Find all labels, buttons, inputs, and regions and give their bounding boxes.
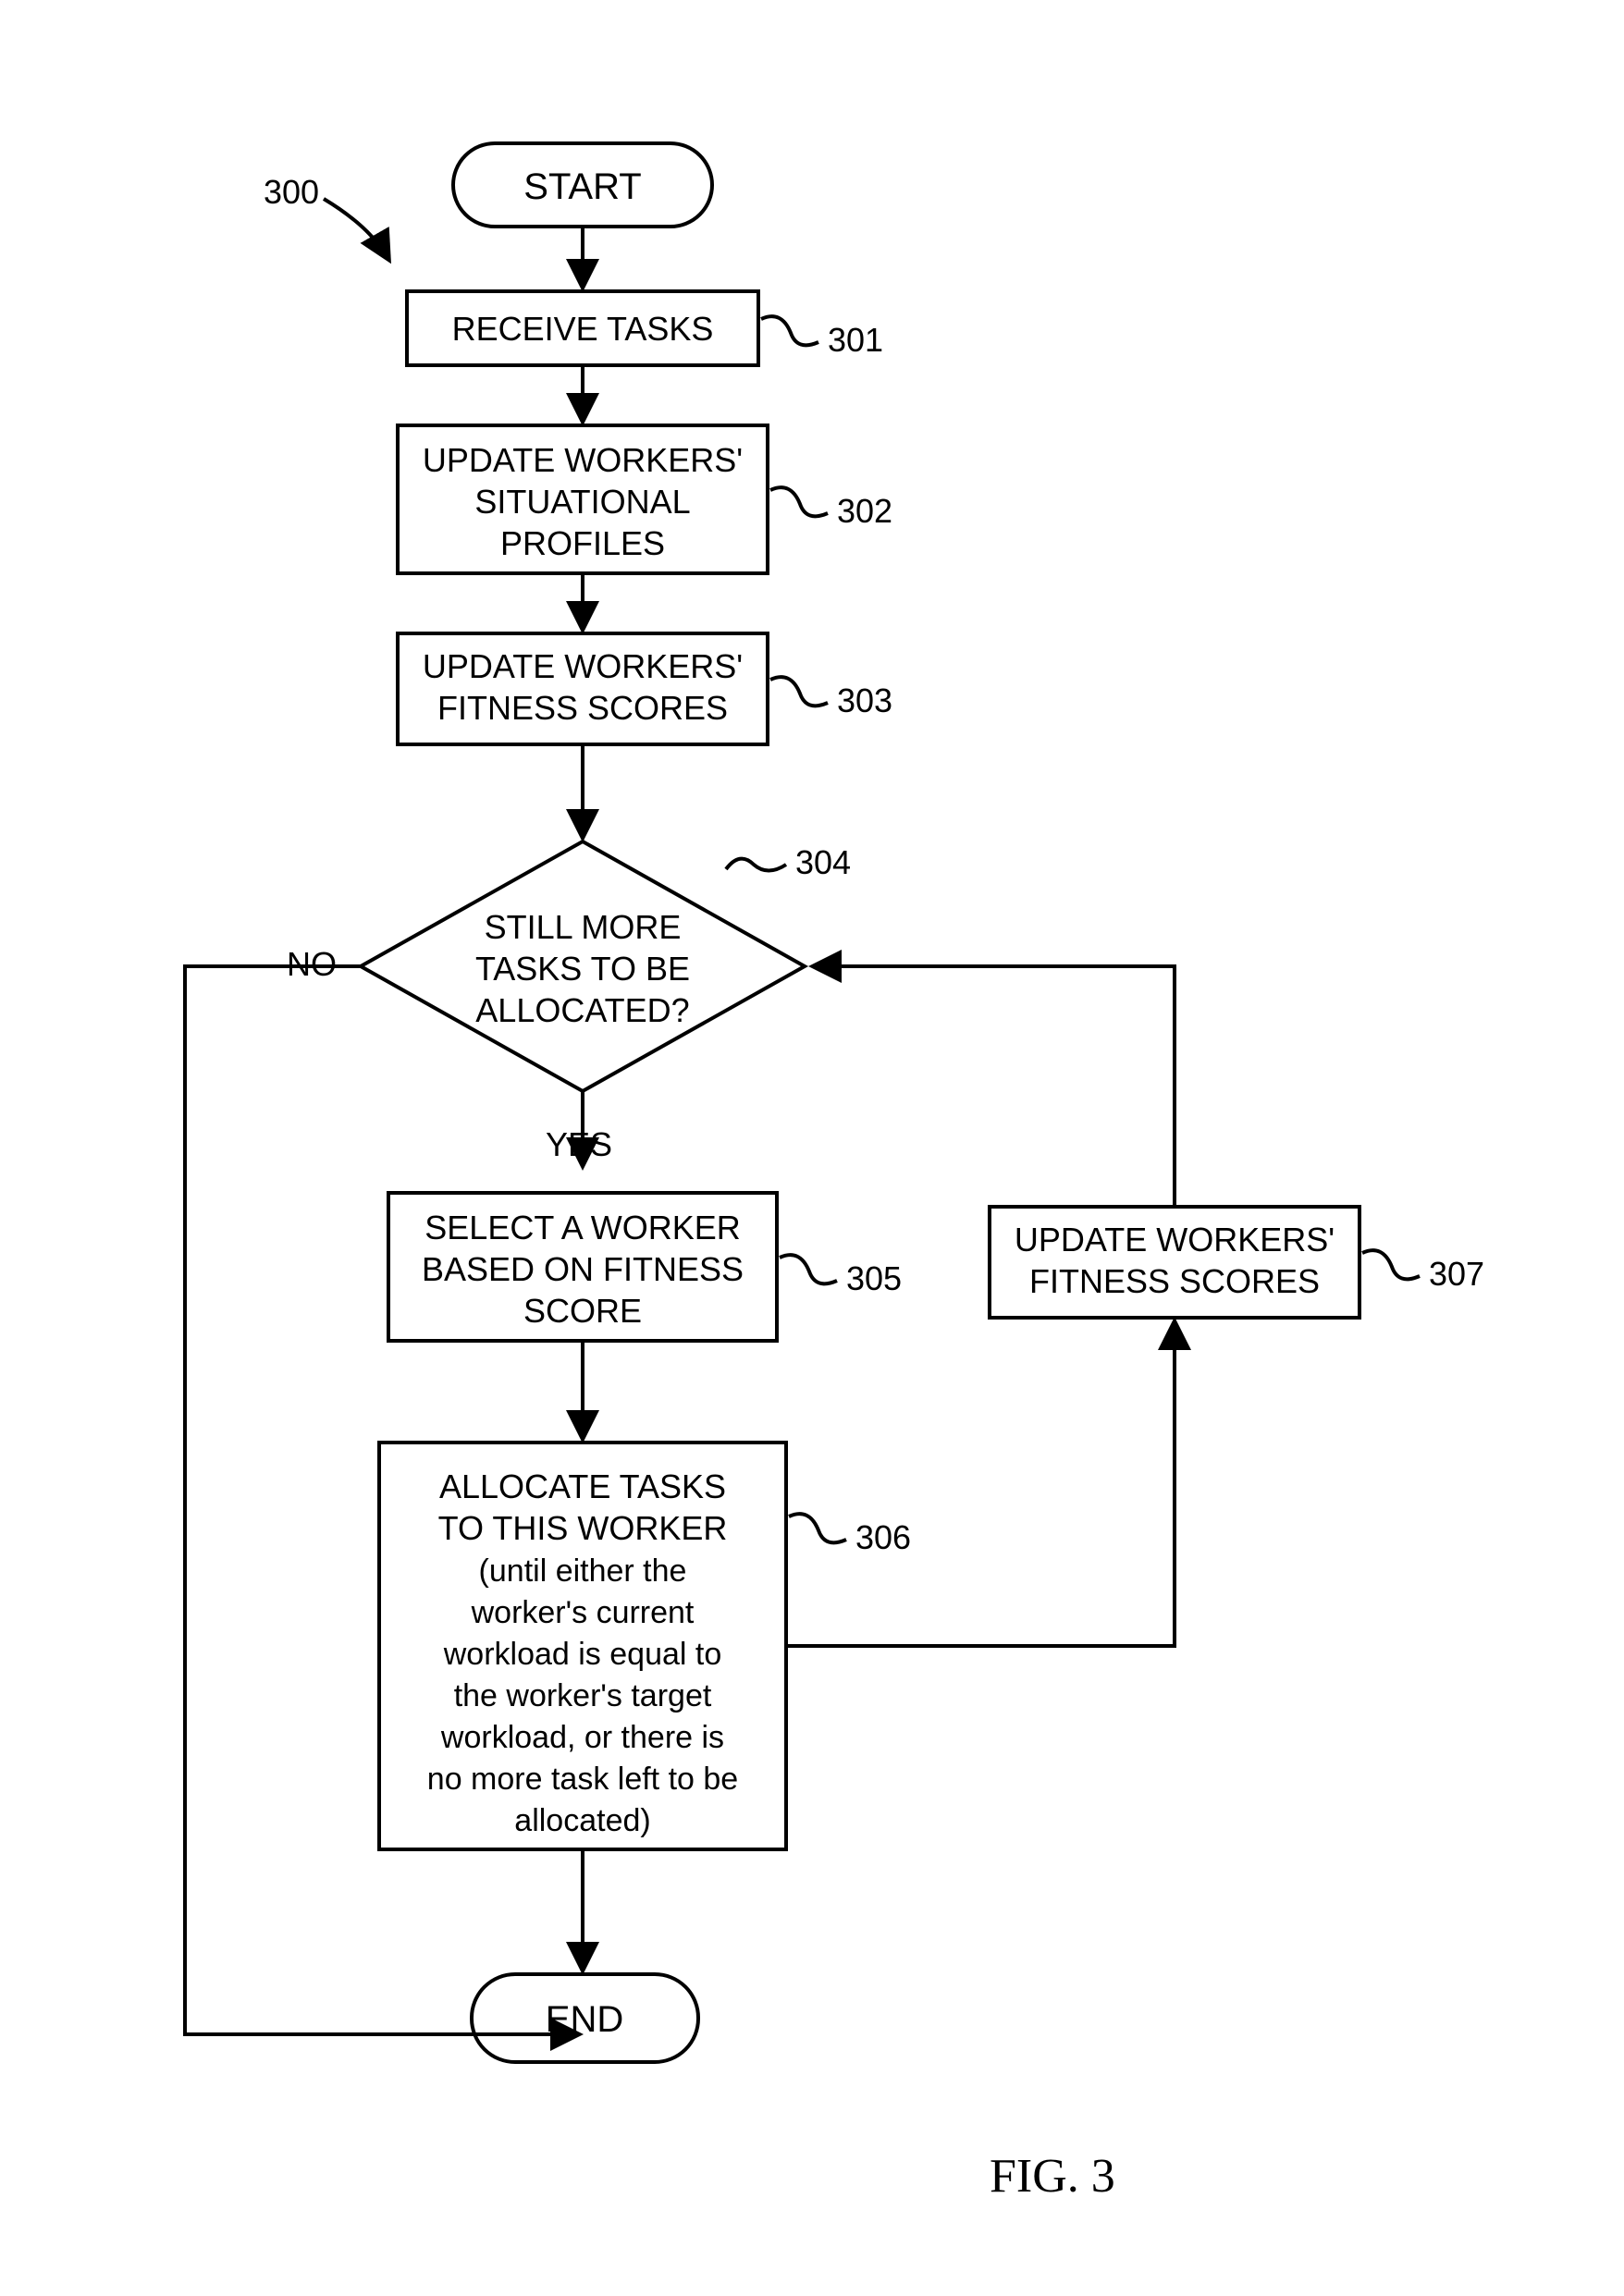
ref-302-label: 302	[837, 492, 892, 530]
ref-305-label: 305	[846, 1259, 902, 1297]
ref-303-label: 303	[837, 681, 892, 719]
step-302-l2: SITUATIONAL	[474, 483, 690, 521]
start-text: START	[523, 166, 641, 207]
step-303-l2: FITNESS SCORES	[437, 689, 728, 727]
step-307-l2: FITNESS SCORES	[1029, 1262, 1320, 1300]
step-301-text: RECEIVE TASKS	[452, 310, 714, 348]
ref-304-connector	[726, 859, 786, 871]
dec-304-l2: TASKS TO BE	[475, 950, 690, 988]
step-306-l7: workload, or there is	[440, 1720, 724, 1755]
ref-305-connector	[780, 1255, 837, 1283]
ref-306-connector	[789, 1514, 846, 1542]
step-306-l3: (until either the	[479, 1553, 687, 1589]
ref-306-label: 306	[855, 1518, 911, 1556]
ref-302-connector	[770, 487, 828, 516]
step-306-l5: workload is equal to	[443, 1637, 722, 1672]
ref-304-label: 304	[795, 843, 851, 881]
step-302-l3: PROFILES	[500, 524, 665, 562]
arrow-307-304	[814, 966, 1175, 1207]
step-305-l3: SCORE	[523, 1292, 642, 1330]
ref-303-connector	[770, 677, 828, 706]
step-305-l1: SELECT A WORKER	[424, 1209, 740, 1246]
ref-301-label: 301	[828, 321, 883, 359]
ref-307-label: 307	[1429, 1255, 1484, 1293]
end-text: END	[546, 1999, 623, 2040]
step-306-l8: no more task left to be	[427, 1762, 738, 1797]
figure-ref-arrow	[324, 199, 388, 259]
no-label: NO	[287, 945, 337, 983]
step-306-l9: allocated)	[514, 1803, 650, 1838]
step-302-l1: UPDATE WORKERS'	[423, 441, 743, 479]
flowchart-svg: 300 START RECEIVE TASKS 301 UPDATE WORKE…	[0, 0, 1624, 2296]
figure-caption: FIG. 3	[990, 2150, 1115, 2203]
yes-label: YES	[546, 1125, 612, 1163]
step-306-l6: the worker's target	[454, 1678, 712, 1713]
figure-ref-label: 300	[264, 173, 319, 211]
arrow-306-307	[786, 1322, 1175, 1646]
step-306-l2: TO THIS WORKER	[438, 1509, 728, 1547]
ref-301-connector	[761, 316, 818, 345]
step-307-l1: UPDATE WORKERS'	[1015, 1221, 1335, 1259]
step-306-l4: worker's current	[471, 1595, 695, 1630]
ref-307-connector	[1362, 1250, 1420, 1279]
step-305-l2: BASED ON FITNESS	[422, 1250, 744, 1288]
step-303-l1: UPDATE WORKERS'	[423, 647, 743, 685]
step-306-l1: ALLOCATE TASKS	[439, 1467, 726, 1505]
dec-304-l1: STILL MORE	[485, 908, 682, 946]
dec-304-l3: ALLOCATED?	[475, 991, 689, 1029]
